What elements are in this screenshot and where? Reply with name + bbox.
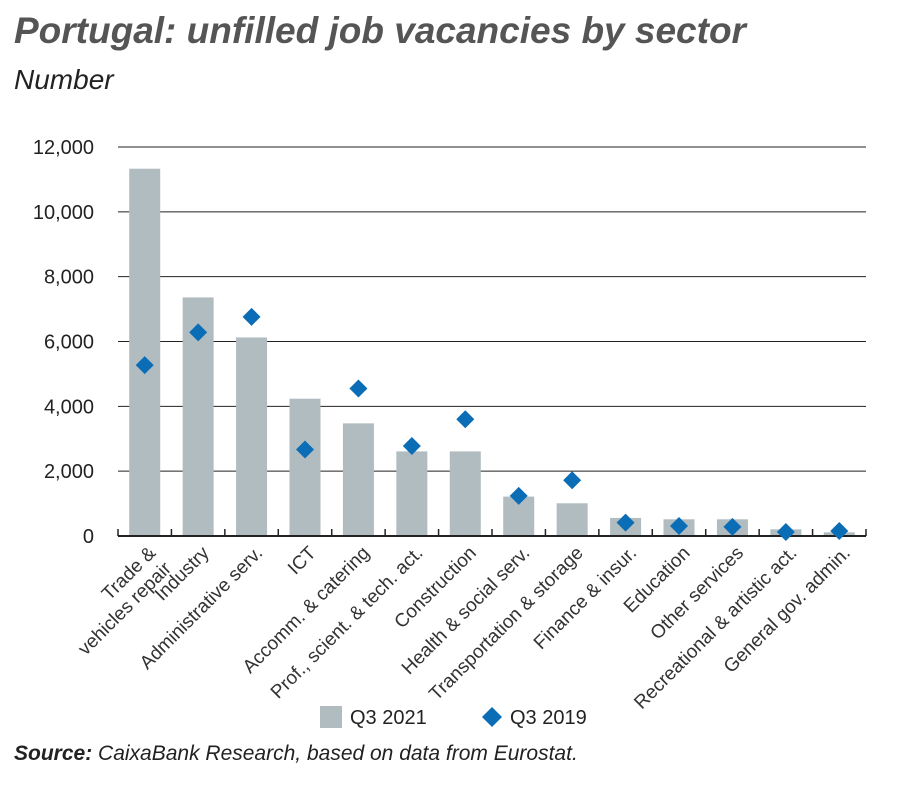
- bar-q3-2021: [289, 398, 321, 536]
- marker-q3-2019: [830, 521, 849, 540]
- legend-marker-q3-2019: [482, 707, 502, 727]
- source-text: CaixaBank Research, based on data from E…: [92, 742, 578, 765]
- marker-q3-2019: [563, 471, 582, 490]
- marker-q3-2019: [349, 379, 368, 398]
- source-note: Source: CaixaBank Research, based on dat…: [14, 742, 578, 766]
- y-tick-label: 10,000: [33, 202, 94, 224]
- x-tick-label: Other services: [647, 543, 748, 644]
- marker-q3-2019: [509, 486, 528, 505]
- y-tick-label: 0: [83, 526, 94, 548]
- legend-label-q3-2021: Q3 2021: [350, 707, 427, 729]
- x-tick-label: ICT: [284, 542, 321, 579]
- marker-q3-2019: [723, 517, 742, 536]
- y-tick-label: 4,000: [44, 396, 94, 418]
- marker-q3-2019: [776, 522, 795, 541]
- legend-label-q3-2019: Q3 2019: [510, 707, 587, 729]
- y-tick-label: 12,000: [33, 137, 94, 159]
- bar-q3-2021: [449, 451, 481, 536]
- chart-subtitle: Number: [14, 64, 114, 95]
- marker-q3-2019: [456, 410, 475, 429]
- y-tick-label: 8,000: [44, 267, 94, 289]
- y-tick-label: 6,000: [44, 332, 94, 354]
- bar-q3-2021: [236, 337, 268, 536]
- bar-q3-2021: [556, 503, 588, 536]
- marker-q3-2019: [402, 437, 421, 456]
- marker-q3-2019: [135, 356, 154, 375]
- marker-q3-2019: [670, 516, 688, 535]
- bar-q3-2021: [342, 423, 374, 536]
- legend-swatch-q3-2021: [320, 706, 342, 728]
- y-tick-label: 2,000: [44, 461, 94, 483]
- marker-q3-2019: [616, 513, 635, 532]
- marker-q3-2019: [242, 307, 261, 326]
- marker-q3-2019: [296, 440, 314, 459]
- marker-q3-2019: [189, 323, 208, 342]
- bar-q3-2021: [396, 451, 428, 536]
- bar-q3-2021: [129, 168, 161, 536]
- source-label: Source:: [14, 742, 93, 765]
- chart-title: Portugal: unfilled job vacancies by sect…: [14, 10, 746, 51]
